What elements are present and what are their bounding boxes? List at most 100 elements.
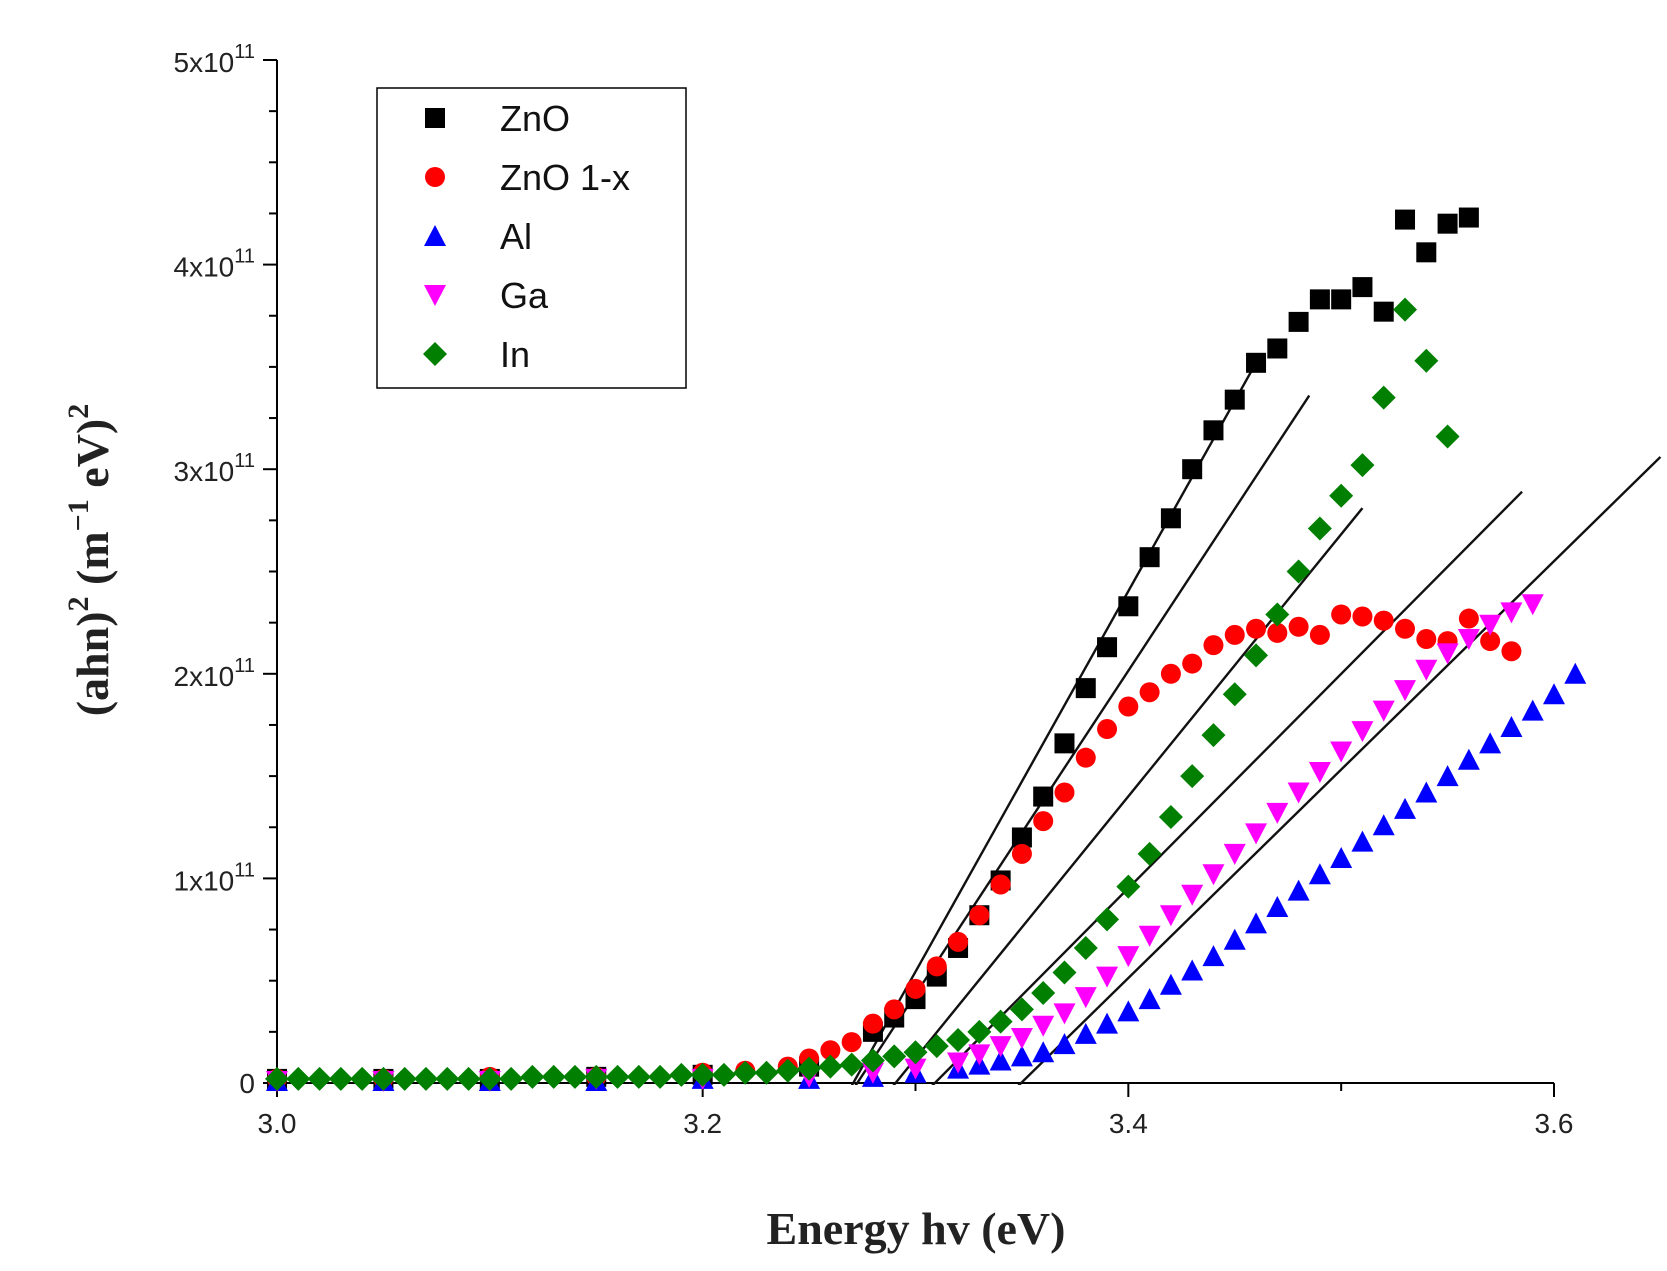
data-point bbox=[1139, 547, 1160, 568]
legend-marker bbox=[424, 285, 446, 306]
legend-label: ZnO 1-x bbox=[500, 157, 630, 198]
data-point bbox=[1222, 682, 1247, 707]
x-tick-label: 3.2 bbox=[683, 1108, 722, 1139]
data-point bbox=[862, 1013, 883, 1034]
data-point bbox=[733, 1060, 758, 1085]
data-point bbox=[903, 1040, 928, 1065]
y-axis-title-base: (ahn) bbox=[67, 611, 118, 716]
data-point bbox=[520, 1064, 545, 1089]
data-point bbox=[882, 1044, 907, 1069]
data-point bbox=[968, 1044, 991, 1066]
data-point bbox=[1054, 733, 1075, 754]
data-point bbox=[775, 1058, 800, 1083]
data-point bbox=[926, 956, 947, 977]
data-point bbox=[1096, 966, 1119, 988]
data-point bbox=[1097, 719, 1118, 740]
data-point bbox=[1415, 659, 1438, 681]
data-point bbox=[1350, 453, 1375, 478]
data-point bbox=[1351, 830, 1374, 852]
legend-label: ZnO bbox=[500, 98, 570, 139]
data-point bbox=[1373, 301, 1394, 322]
legend-label: In bbox=[500, 334, 530, 375]
legend-marker bbox=[425, 167, 445, 187]
data-point bbox=[1308, 762, 1331, 784]
data-point bbox=[1053, 1003, 1076, 1025]
data-point bbox=[969, 905, 990, 926]
data-point bbox=[1521, 594, 1544, 616]
y-axis-title-exp1: 2 bbox=[62, 596, 95, 611]
legend-label: Ga bbox=[500, 275, 549, 316]
data-point bbox=[1521, 699, 1544, 721]
data-point bbox=[1096, 1012, 1119, 1034]
data-point bbox=[371, 1066, 396, 1091]
legend-item: ZnO 1-x bbox=[425, 157, 630, 198]
y-tick-label: 5x1011 bbox=[174, 41, 255, 78]
legend-item: Ga bbox=[424, 275, 549, 316]
data-point bbox=[1394, 680, 1417, 702]
data-point bbox=[1414, 348, 1439, 373]
data-point bbox=[605, 1064, 630, 1089]
data-point bbox=[1246, 352, 1267, 373]
data-point bbox=[1480, 631, 1501, 652]
data-point bbox=[797, 1056, 822, 1081]
data-point bbox=[1309, 289, 1330, 310]
data-point bbox=[350, 1066, 375, 1091]
data-point bbox=[1373, 610, 1394, 631]
data-point bbox=[1118, 596, 1139, 617]
y-tick-label: 0 bbox=[239, 1068, 255, 1099]
data-point bbox=[1351, 721, 1374, 743]
data-point bbox=[1416, 629, 1437, 650]
data-point bbox=[1095, 907, 1120, 932]
data-point bbox=[1266, 802, 1289, 824]
data-point bbox=[988, 1009, 1013, 1034]
data-point bbox=[1543, 683, 1565, 705]
data-point bbox=[947, 1052, 970, 1074]
data-point bbox=[1245, 912, 1268, 934]
data-point bbox=[1073, 935, 1098, 960]
data-point bbox=[1182, 459, 1203, 480]
data-point bbox=[884, 999, 905, 1020]
data-point bbox=[1181, 884, 1204, 906]
data-point bbox=[1159, 905, 1182, 927]
y-axis-title-exp2: 2 bbox=[62, 404, 95, 419]
legend: ZnO ZnO 1-x Al Ga In bbox=[376, 87, 687, 389]
data-point bbox=[1458, 207, 1479, 228]
data-point bbox=[1032, 1015, 1055, 1037]
data-point bbox=[1416, 242, 1437, 263]
y-tick-label: 1x1011 bbox=[174, 859, 255, 896]
data-point bbox=[648, 1064, 673, 1089]
data-point bbox=[1266, 896, 1289, 918]
data-point bbox=[924, 1034, 949, 1059]
data-point bbox=[1267, 622, 1288, 643]
x-tick-label: 3.6 bbox=[1535, 1108, 1574, 1139]
data-point bbox=[1224, 389, 1245, 410]
data-point bbox=[1138, 925, 1161, 947]
data-point bbox=[1500, 715, 1523, 737]
data-point bbox=[1203, 635, 1224, 656]
series-layer bbox=[265, 207, 1587, 1092]
data-point bbox=[1244, 643, 1269, 668]
data-point bbox=[1330, 846, 1353, 868]
legend-item: ZnO bbox=[425, 98, 570, 139]
data-point bbox=[1053, 1033, 1076, 1055]
data-point bbox=[541, 1064, 566, 1089]
y-tick-label: 2x1011 bbox=[174, 655, 255, 692]
legend-item: In bbox=[423, 334, 530, 375]
data-point bbox=[435, 1066, 460, 1091]
data-point bbox=[1117, 946, 1140, 968]
y-axis-title-unit-open: (m bbox=[67, 531, 118, 585]
data-point bbox=[946, 1028, 971, 1053]
data-point bbox=[1309, 624, 1330, 645]
data-point bbox=[1329, 483, 1354, 508]
data-point bbox=[1118, 696, 1139, 717]
data-point bbox=[1033, 786, 1054, 807]
fit-line bbox=[850, 362, 1258, 1085]
data-point bbox=[1011, 827, 1032, 848]
data-point bbox=[1265, 602, 1290, 627]
data-point bbox=[1203, 420, 1224, 441]
data-point bbox=[1010, 1027, 1033, 1049]
x-tick-label: 3.0 bbox=[258, 1108, 297, 1139]
data-point bbox=[477, 1066, 502, 1091]
data-point bbox=[1372, 814, 1395, 836]
data-point bbox=[904, 1058, 927, 1080]
